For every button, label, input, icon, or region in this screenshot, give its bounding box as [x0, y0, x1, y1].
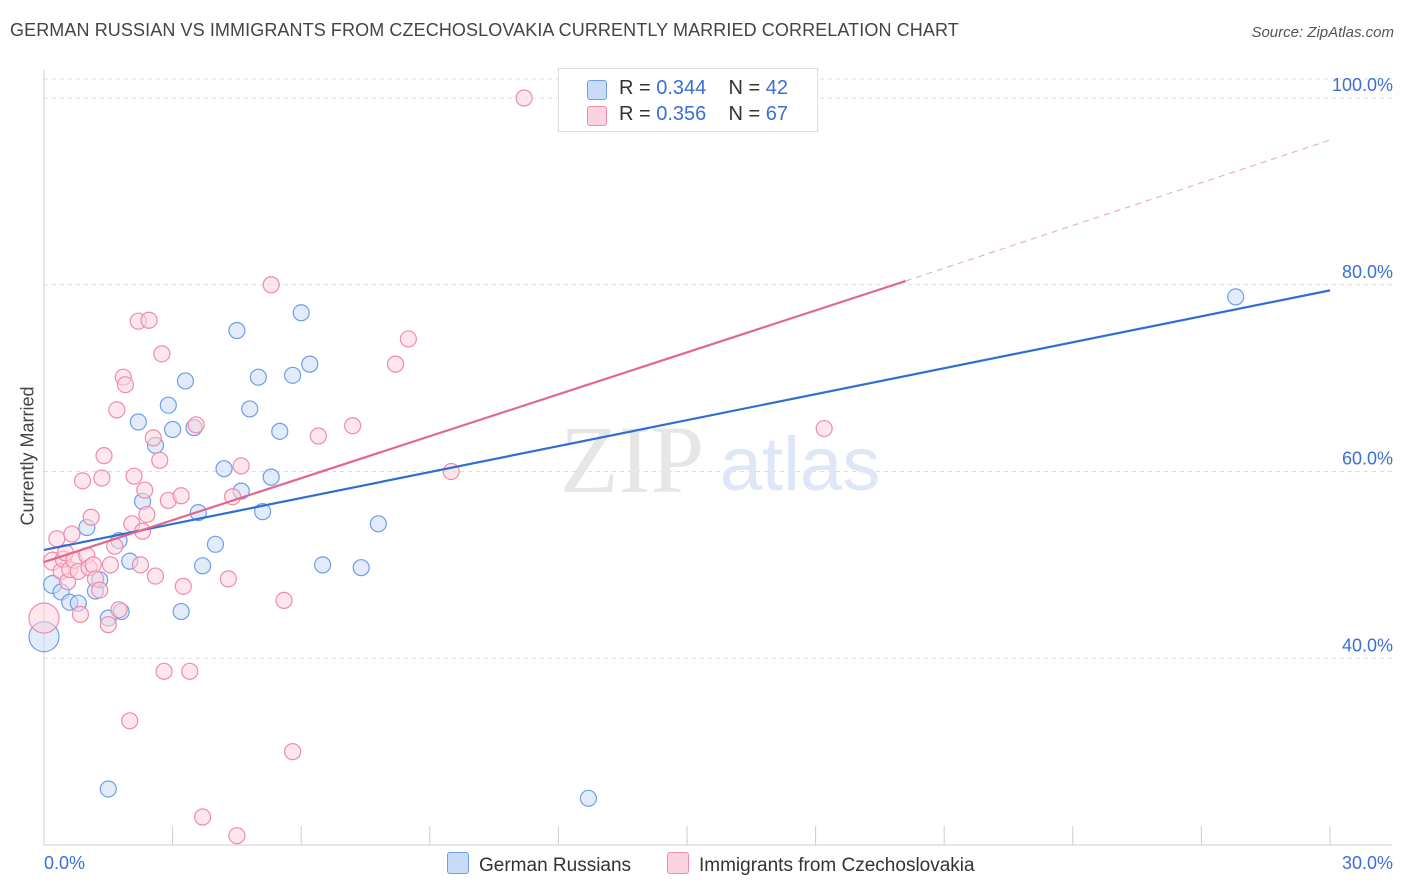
legend-n-value: 67: [765, 103, 789, 125]
watermark-zip: ZIP: [560, 406, 704, 513]
point-czechoslovakia: [172, 487, 190, 505]
point-czechoslovakia: [153, 345, 171, 363]
bottom-legend-label: Immigrants from Czechoslovakia: [699, 855, 975, 876]
point-czechoslovakia: [116, 376, 135, 394]
point-czechoslovakia: [174, 577, 192, 595]
point-german-russians: [99, 780, 117, 798]
y-axis-label: Currently Married: [17, 386, 38, 526]
point-czechoslovakia: [28, 602, 60, 634]
point-czechoslovakia: [63, 525, 81, 543]
point-german-russians: [292, 304, 310, 322]
y-tick-label: 60.0%: [1342, 449, 1393, 469]
point-german-russians: [129, 413, 147, 431]
point-czechoslovakia: [136, 481, 154, 499]
point-german-russians: [194, 557, 212, 575]
point-german-russians: [176, 372, 195, 390]
watermark-atlas: atlas: [720, 422, 881, 507]
point-czechoslovakia: [95, 447, 113, 465]
point-german-russians: [271, 422, 289, 440]
bottom-legend-german-russians: German Russians: [447, 852, 631, 877]
legend-swatch-pink: [587, 106, 607, 126]
point-czechoslovakia: [151, 451, 169, 469]
point-czechoslovakia: [48, 530, 66, 548]
point-czechoslovakia: [125, 467, 143, 485]
legend-r-label: R =: [619, 77, 657, 99]
legend-swatch-blue: [587, 80, 607, 100]
point-german-russians: [241, 400, 259, 418]
point-czechoslovakia: [121, 712, 139, 730]
point-czechoslovakia: [131, 556, 150, 574]
y-tick-label: 80.0%: [1342, 262, 1393, 282]
point-german-russians: [262, 468, 280, 486]
point-czechoslovakia: [194, 808, 212, 826]
point-german-russians: [579, 789, 598, 807]
point-german-russians: [215, 460, 233, 478]
legend-n-label: N =: [728, 77, 766, 99]
trendline-czechoslovakia: [43, 279, 906, 564]
point-czechoslovakia: [91, 581, 109, 599]
point-german-russians: [1227, 288, 1245, 306]
point-czechoslovakia: [138, 505, 156, 524]
y-tick-label: 40.0%: [1342, 635, 1393, 655]
point-czechoslovakia: [82, 508, 100, 526]
point-czechoslovakia: [99, 616, 117, 634]
point-german-russians: [206, 535, 225, 553]
legend-r-value: 0.344: [656, 77, 707, 99]
point-czechoslovakia: [144, 429, 162, 447]
point-german-russians: [352, 559, 370, 577]
bottom-legend-swatch-blue: [447, 852, 469, 874]
point-czechoslovakia: [344, 417, 362, 435]
point-czechoslovakia: [93, 469, 111, 487]
point-german-russians: [314, 556, 332, 574]
point-german-russians: [159, 396, 177, 414]
bottom-legend-czechoslovakia: Immigrants from Czechoslovakia: [667, 852, 975, 877]
x-tick-label: 0.0%: [44, 853, 85, 873]
point-czechoslovakia: [71, 605, 90, 623]
point-german-russians: [284, 366, 302, 384]
source-label: Source: ZipAtlas.com: [1251, 24, 1394, 41]
x-tick-label: 30.0%: [1342, 853, 1393, 873]
point-czechoslovakia: [515, 89, 533, 107]
point-german-russians: [301, 355, 319, 373]
point-czechoslovakia: [815, 419, 833, 438]
trendline-german-russians: [43, 289, 1331, 552]
correlation-legend: R = 0.344 N = 42 R = 0.356 N = 67: [558, 68, 818, 132]
point-czechoslovakia: [284, 743, 302, 761]
point-czechoslovakia: [399, 330, 417, 348]
legend-n-label: N =: [728, 103, 766, 125]
bottom-legend-swatch-pink: [667, 852, 689, 874]
legend-r-label: R =: [619, 103, 657, 125]
point-czechoslovakia: [155, 662, 173, 680]
legend-n-value: 42: [765, 77, 789, 99]
point-german-russians: [228, 321, 246, 340]
point-german-russians: [172, 602, 190, 621]
point-czechoslovakia: [187, 416, 205, 434]
chart-title: GERMAN RUSSIAN VS IMMIGRANTS FROM CZECHO…: [10, 20, 959, 40]
bottom-legend-label: German Russians: [479, 855, 632, 876]
y-tick-label: 100.0%: [1332, 75, 1393, 95]
point-czechoslovakia: [140, 311, 158, 329]
point-czechoslovakia: [219, 570, 237, 588]
point-czechoslovakia: [73, 472, 92, 490]
point-czechoslovakia: [101, 556, 120, 574]
point-czechoslovakia: [146, 567, 165, 585]
trendline-czechoslovakia-extension: [905, 139, 1331, 282]
point-czechoslovakia: [262, 276, 280, 294]
point-czechoslovakia: [110, 601, 128, 619]
point-czechoslovakia: [232, 457, 250, 475]
point-czechoslovakia: [181, 662, 199, 680]
point-german-russians: [164, 420, 182, 439]
point-german-russians: [369, 515, 387, 533]
point-czechoslovakia: [108, 401, 126, 419]
point-czechoslovakia: [386, 355, 405, 373]
point-czechoslovakia: [275, 591, 293, 609]
point-czechoslovakia: [309, 427, 327, 445]
point-czechoslovakia: [228, 827, 246, 845]
legend-r-value: 0.356: [656, 103, 707, 125]
point-german-russians: [249, 368, 267, 386]
point-czechoslovakia: [84, 556, 102, 574]
